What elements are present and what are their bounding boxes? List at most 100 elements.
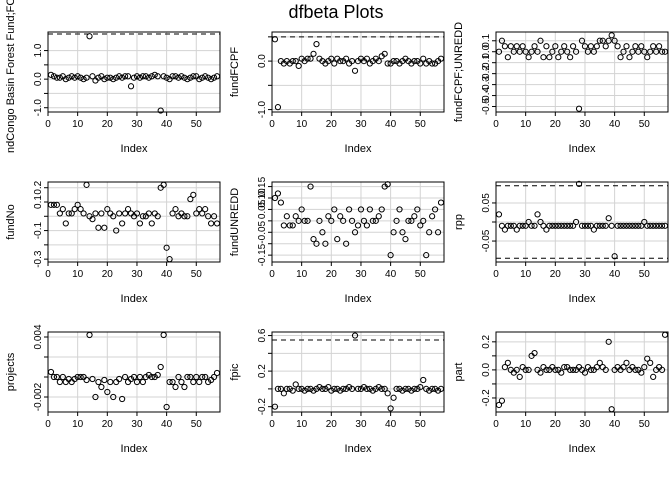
data-point: [575, 180, 583, 188]
data-point: [148, 220, 155, 227]
data-point: [56, 74, 63, 81]
panel-7: 0 10 20 30 40 50 -0.002 0.004 Index projects: [5, 324, 221, 455]
x-tick-label: 20: [102, 269, 114, 280]
data-point: [199, 74, 206, 81]
data-point: [331, 385, 338, 392]
data-point: [348, 217, 356, 224]
data-point: [95, 74, 102, 81]
data-point: [393, 217, 400, 224]
data-point: [602, 366, 609, 373]
data-point: [605, 215, 612, 222]
data-point: [169, 378, 176, 386]
data-point: [295, 217, 302, 224]
data-point: [617, 222, 624, 229]
data-point: [661, 222, 669, 229]
data-point: [384, 390, 391, 397]
data-point: [175, 373, 182, 381]
data-point: [172, 206, 179, 213]
data-point: [119, 220, 126, 227]
data-point: [213, 369, 221, 377]
data-point: [396, 206, 403, 213]
data-point: [271, 403, 279, 410]
data-point: [354, 385, 362, 392]
x-tick-label: 10: [520, 419, 532, 430]
data-point: [417, 384, 424, 391]
x-tick-label: 20: [102, 419, 114, 430]
x-tick-label: 0: [493, 269, 499, 280]
data-point: [89, 73, 96, 80]
panel-9: 0 10 20 30 40 50 -0.2 0.0 0.2 Index part: [453, 331, 669, 455]
data-point: [289, 387, 296, 394]
data-point: [596, 37, 603, 44]
data-point: [71, 206, 78, 213]
data-point: [366, 206, 373, 213]
data-point: [605, 338, 612, 345]
x-tick-label: 20: [550, 119, 562, 130]
data-point: [328, 217, 335, 224]
data-point: [187, 373, 194, 381]
data-point: [92, 210, 99, 217]
data-point: [193, 210, 200, 217]
data-point: [307, 183, 314, 190]
data-point: [647, 48, 654, 55]
y-tick-label: -0.5: [481, 97, 492, 115]
data-point: [193, 373, 200, 381]
data-point: [575, 105, 583, 112]
y-axis-label: projects: [5, 352, 17, 391]
data-point: [519, 43, 526, 50]
x-axis-label: Index: [345, 293, 372, 305]
x-tick-label: 30: [579, 419, 591, 430]
data-point: [292, 381, 299, 388]
data-point: [495, 48, 503, 55]
data-point: [498, 37, 506, 44]
x-tick-label: 10: [520, 119, 532, 130]
data-point: [89, 216, 96, 223]
data-point: [292, 213, 299, 220]
data-point: [50, 73, 58, 80]
data-point: [104, 388, 111, 396]
data-point: [635, 222, 642, 229]
data-point: [83, 74, 90, 81]
y-tick-label: 0.0: [257, 54, 268, 68]
x-tick-label: 30: [131, 119, 143, 130]
data-point: [119, 395, 126, 403]
data-point: [172, 73, 179, 80]
data-point: [543, 366, 550, 373]
data-point: [124, 206, 132, 213]
data-point: [653, 222, 660, 229]
data-point: [572, 218, 580, 226]
x-tick-label: 0: [269, 269, 275, 280]
data-point: [432, 206, 439, 213]
y-tick-label: -1.0: [33, 99, 44, 117]
data-point: [647, 359, 654, 366]
data-point: [593, 222, 600, 229]
y-tick-label: -0.3: [481, 76, 492, 94]
data-point: [74, 373, 81, 381]
panel-5: 0 10 20 30 40 50 -0.15-0.050.050.100.15 Index fu…: [229, 176, 445, 305]
data-point: [581, 369, 589, 376]
data-point: [411, 57, 418, 65]
y-axis-label: ndCongo Basin Forest Fund;FCF: [5, 0, 17, 153]
y-tick-label: 0.15: [257, 176, 268, 196]
data-point: [658, 222, 666, 229]
plot-frame: [47, 181, 221, 263]
y-tick-label: 0.2: [481, 334, 492, 348]
data-point: [620, 48, 627, 55]
data-point: [274, 385, 282, 392]
data-point: [357, 206, 365, 213]
data-point: [328, 55, 335, 62]
data-point: [181, 383, 188, 391]
data-point: [558, 369, 565, 376]
x-axis-label: Index: [345, 143, 372, 155]
data-point: [151, 71, 158, 78]
data-point: [154, 213, 161, 220]
data-point: [384, 60, 391, 67]
x-tick-label: 0: [269, 119, 275, 130]
data-point: [116, 210, 123, 217]
plot-frame: [271, 31, 445, 113]
y-tick-label: 0.0: [481, 363, 492, 377]
data-point: [587, 222, 594, 229]
data-point: [650, 43, 657, 50]
data-point: [378, 206, 385, 213]
data-point: [122, 210, 129, 217]
